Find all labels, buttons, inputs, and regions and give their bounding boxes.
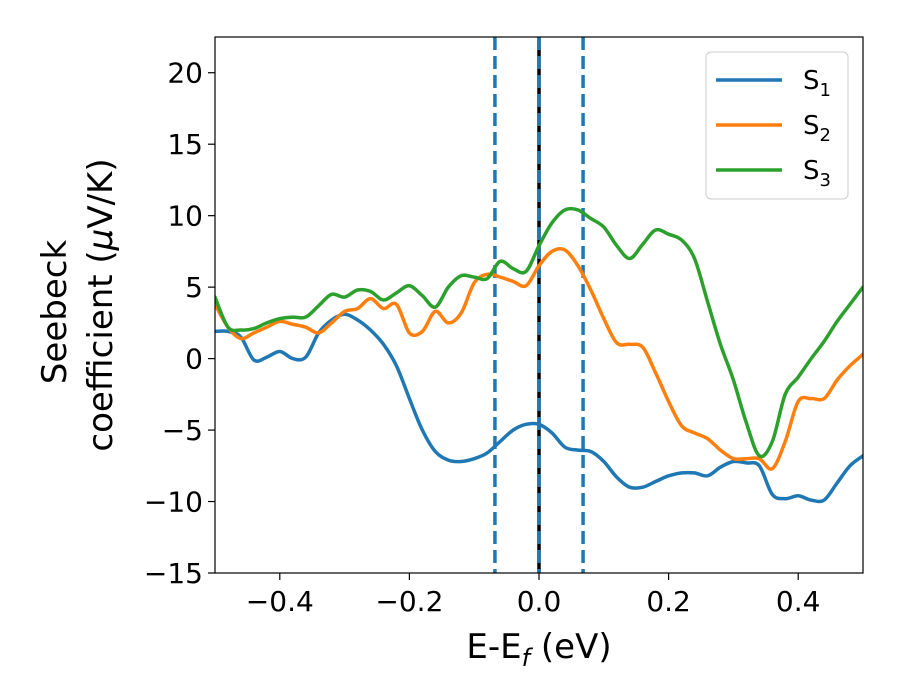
y-axis-label-unit: V/K): [81, 158, 121, 228]
y-axis-label-line1: Seebeck: [35, 240, 75, 385]
legend-label-s1: S1: [803, 66, 831, 101]
x-axis: −0.4 −0.2 0.0 0.2 0.4: [246, 573, 821, 618]
y-tick-label: 0: [185, 343, 203, 376]
y-tick-label: 20: [167, 57, 203, 90]
x-axis-label-unit: (eV): [530, 627, 612, 667]
x-tick-label: −0.4: [246, 585, 314, 618]
x-tick-label: 0.2: [646, 585, 691, 618]
y-axis-label-line2: coefficient (μV/K): [81, 158, 121, 451]
y-tick-label: 5: [185, 271, 203, 304]
y-tick-label: 15: [167, 128, 203, 161]
y-tick-label: −5: [162, 414, 203, 447]
legend-label-s3: S3: [803, 156, 831, 191]
series-line-s1: [215, 312, 863, 504]
series-line-s2: [215, 246, 863, 471]
y-tick-label: −10: [144, 486, 203, 519]
x-tick-label: 0.4: [776, 585, 821, 618]
series-line-s3: [215, 206, 863, 459]
x-tick-label: −0.2: [375, 585, 443, 618]
y-tick-label: −15: [144, 557, 203, 590]
x-axis-label: E-Ef (eV): [466, 627, 611, 672]
legend: S1 S2 S3: [705, 51, 849, 200]
y-tick-label: 10: [167, 200, 203, 233]
y-axis: −15 −10 −5 0 5 10 15 20: [144, 57, 215, 590]
x-tick-label: 0.0: [517, 585, 562, 618]
reference-vlines: [493, 37, 585, 573]
legend-label-s2: S2: [803, 111, 831, 146]
y-axis-label-mu: μ: [81, 229, 121, 252]
series-layer: [215, 206, 863, 504]
